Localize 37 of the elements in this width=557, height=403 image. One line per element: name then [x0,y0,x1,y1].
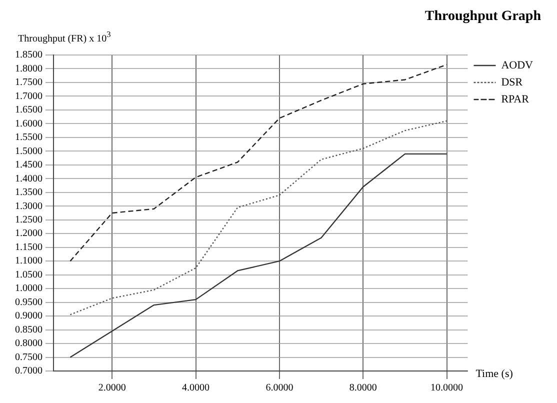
line-series [70,64,448,262]
y-tick-label: 1.3500 [15,187,42,198]
y-tick-label: 0.9000 [15,310,42,322]
y-tick-label: 1.6000 [15,118,42,130]
y-tick-label: 1.2500 [15,214,42,226]
line-series [70,120,448,316]
y-tick-label: 1.3000 [15,201,42,212]
x-tick-label: 8.0000 [349,382,377,394]
y-tick-label: 1.8000 [15,64,42,75]
x-tick-label: 6.0000 [266,382,294,394]
y-tick-label: 1.7500 [15,77,42,88]
y-axis-title: Throughput (FR) x 10$^{3}$ [17,29,112,46]
y-tick-label: 1.6500 [15,104,42,116]
y-tick-label: 1.4500 [15,160,42,171]
legend-label: DSR [501,76,524,89]
y-tick-label: 1.7000 [15,91,42,102]
y-tick-label: 1.1500 [15,242,42,254]
y-tick-label: 0.7500 [15,352,42,364]
y-tick-label: 1.4000 [15,174,42,185]
y-tick-label: 1.5000 [15,146,42,158]
y-tick-label: 1.0500 [15,270,42,281]
x-tick-label: 2.0000 [98,382,126,394]
y-tick-label: 1.8500 [15,50,42,61]
y-tick-label: 0.8500 [15,324,42,336]
legend-label: AODV [501,60,534,72]
y-tick-label: 1.0000 [15,284,42,295]
y-tick-label: 0.7000 [15,366,42,377]
y-tick-label: 1.1000 [15,256,42,268]
y-tick-label: 1.2000 [15,228,42,240]
x-axis-title: Time (s) [476,368,514,380]
y-tick-label: 0.8000 [15,338,42,350]
y-tick-label: 1.5500 [15,132,42,144]
chart-title: Throughput Graph [424,8,542,26]
legend-label: RPAR [501,94,530,106]
x-tick-label: 4.0000 [182,382,210,394]
y-tick-label: 0.9500 [15,297,42,308]
x-tick-label: 10.0000 [430,382,464,394]
